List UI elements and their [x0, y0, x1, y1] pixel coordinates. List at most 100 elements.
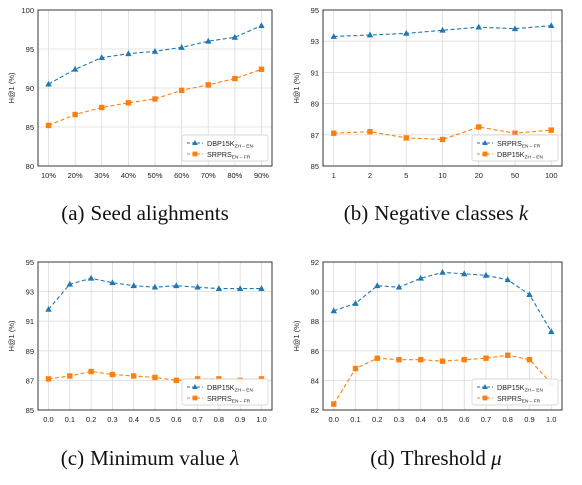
data-point-square [418, 356, 424, 363]
y-tick-label: 93 [26, 288, 34, 297]
data-point-square [152, 374, 158, 381]
data-point-square [109, 371, 116, 378]
legend-marker-square [192, 151, 198, 157]
data-point-square [173, 377, 179, 384]
y-tick-label: 89 [311, 100, 319, 109]
x-tick-label: 0.7 [192, 415, 202, 424]
legend-box [181, 134, 269, 162]
data-point-square [72, 111, 78, 118]
data-point-triangle [526, 291, 533, 297]
x-tick-label: 0.4 [128, 415, 138, 424]
caption-symbol: λ [230, 446, 240, 470]
data-point-square [331, 401, 337, 407]
data-point-triangle [178, 44, 185, 50]
x-tick-label: 0.5 [150, 415, 160, 424]
y-tick-label: 86 [311, 347, 319, 356]
legend-label-main: SRPRS [207, 394, 232, 403]
x-tick-label: 90% [254, 171, 269, 180]
data-point-triangle [461, 270, 468, 277]
caption-text: Seed alighments [90, 201, 229, 225]
data-point-square [374, 355, 380, 361]
x-tick-label: 0.1 [65, 415, 75, 424]
plot-frame [322, 9, 563, 167]
data-point-triangle [482, 271, 490, 278]
data-point-square [548, 127, 554, 133]
data-point-triangle [511, 25, 519, 32]
data-point-square [125, 100, 132, 106]
data-point-triangle [236, 285, 244, 292]
caption-text: Threshold [400, 446, 492, 470]
legend-label-main: DBP15K [207, 139, 235, 148]
x-tick-label: 0.0 [43, 415, 53, 424]
y-tick-label: 95 [26, 258, 34, 267]
data-point-square [258, 66, 265, 72]
caption-text: Negative classes [374, 201, 519, 225]
legend-marker-triangle [192, 384, 198, 389]
data-point-square [88, 368, 94, 375]
x-tick-label: 20% [68, 171, 83, 180]
data-point-triangle [173, 282, 180, 289]
legend-marker-square [192, 395, 198, 401]
legend-label-main: SRPRS [497, 139, 522, 148]
data-point-square [526, 356, 533, 363]
x-tick-label: 0.6 [459, 415, 469, 424]
data-point-triangle [194, 283, 201, 290]
y-tick-label: 100 [21, 6, 34, 15]
y-tick-label: 92 [311, 258, 319, 267]
y-tick-label: 84 [311, 376, 319, 385]
legend-label-main: SRPRS [207, 150, 232, 159]
legend-marker-square [482, 151, 488, 157]
data-point-triangle [504, 276, 511, 283]
y-tick-label: 95 [26, 45, 34, 54]
data-point-triangle [215, 285, 223, 292]
caption-text: Minimum value [90, 446, 231, 470]
legend-label-main: DBP15K [497, 383, 525, 392]
legend-marker-square [482, 395, 488, 401]
x-tick-label: 0.5 [437, 415, 447, 424]
data-point-triangle [352, 300, 359, 306]
legend-label-sub: ZH – EN [525, 388, 544, 394]
legend-label: SRPRSEN – FR [207, 150, 251, 161]
x-tick-label: 0.2 [372, 415, 382, 424]
data-point-triangle [87, 274, 95, 281]
legend-label-main: DBP15K [207, 383, 235, 392]
y-axis-label: H@1 (%) [7, 72, 16, 103]
legend-label-sub: EN – FR [522, 399, 541, 405]
x-tick-label: 10% [41, 171, 56, 180]
data-point-triangle [439, 26, 446, 33]
data-point-triangle [330, 33, 337, 39]
data-point-triangle [330, 307, 337, 314]
data-point-triangle [151, 283, 159, 290]
legend-box [471, 378, 559, 406]
data-point-square [67, 373, 73, 379]
y-tick-label: 87 [311, 131, 319, 140]
legend-label: DBP15KZH – EN [207, 383, 254, 394]
data-point-square [505, 352, 511, 358]
data-point-square [439, 358, 446, 364]
x-tick-label: 30% [94, 171, 109, 180]
x-tick-label: 20 [475, 171, 483, 180]
x-tick-label: 0.2 [86, 415, 96, 424]
x-tick-label: 80% [227, 171, 242, 180]
legend-marker-triangle [482, 140, 488, 145]
caption-tag: (c) [60, 446, 85, 470]
x-tick-label: 100 [545, 171, 558, 180]
chart-panel-2: 85 87 89 91 93 95 1 2 5 10 20 50 100 H@1 (%) SRPRSEN –… [292, 6, 563, 180]
caption-d: (d) Threshold μ [300, 446, 572, 471]
chart-panel-3: 85 87 89 91 93 95 0.0 0.1 0.2 0.3 0.4 0.5 0.6 0.7 0.8 0… [7, 258, 273, 424]
data-point-square [45, 122, 52, 129]
y-tick-label: 90 [311, 288, 319, 297]
data-point-triangle [258, 22, 265, 28]
legend-label-main: SRPRS [497, 394, 522, 403]
data-point-triangle [374, 282, 381, 289]
legend-marker-triangle [482, 384, 488, 389]
x-tick-label: 0.9 [235, 415, 245, 424]
data-point-triangle [66, 280, 74, 287]
data-point-triangle [109, 279, 116, 286]
data-point-square [476, 124, 482, 130]
plot-frame [322, 261, 563, 411]
x-tick-label: 0.6 [171, 415, 181, 424]
caption-symbol: k [518, 201, 529, 225]
x-tick-label: 2 [368, 171, 372, 180]
